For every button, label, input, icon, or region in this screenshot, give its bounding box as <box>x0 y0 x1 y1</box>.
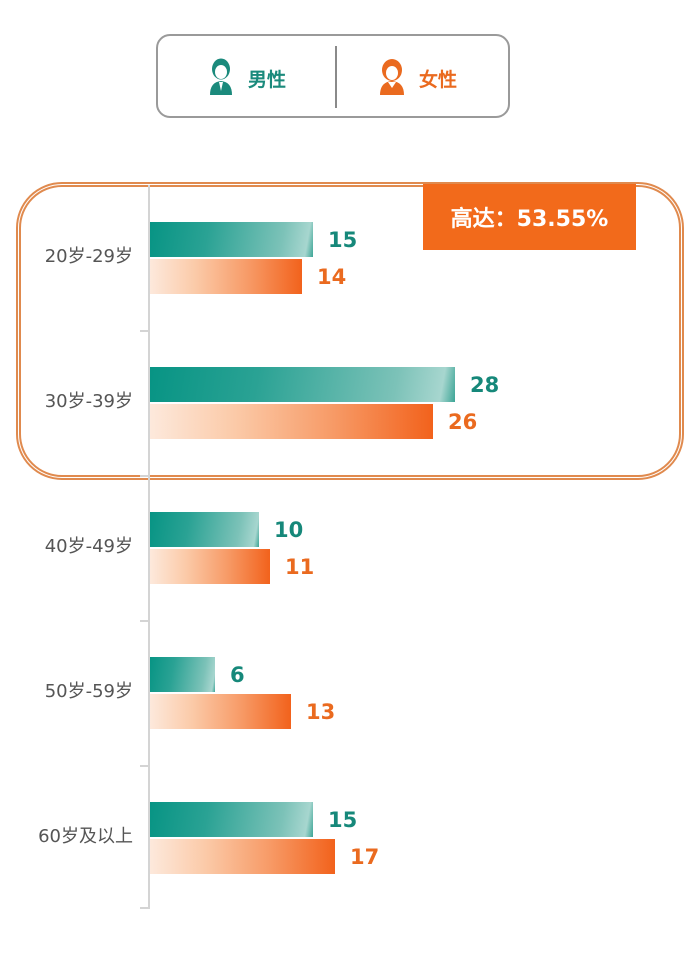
axis-tick <box>140 907 149 909</box>
bar-male <box>150 657 215 692</box>
y-axis <box>148 185 150 909</box>
axis-tick <box>140 765 149 767</box>
value-label-female: 13 <box>306 700 336 724</box>
axis-tick <box>140 620 149 622</box>
category-label: 40岁-49岁 <box>44 536 133 557</box>
value-label-female: 11 <box>285 555 315 579</box>
legend-item-female: 女性 <box>375 58 457 98</box>
female-user-icon <box>375 57 409 99</box>
highlight-box <box>16 182 684 480</box>
male-user-icon <box>204 57 238 99</box>
bar-male <box>150 222 313 257</box>
legend-divider <box>335 46 337 108</box>
value-label-male: 6 <box>230 663 245 687</box>
bar-male <box>150 367 455 402</box>
bar-female <box>150 259 302 294</box>
value-label-male: 15 <box>328 228 358 252</box>
category-label: 20岁-29岁 <box>44 246 133 267</box>
bar-female <box>150 549 270 584</box>
category-label: 30岁-39岁 <box>44 391 133 412</box>
bar-female <box>150 404 433 439</box>
highlight-badge: 高达：53.55% <box>423 184 636 250</box>
bar-male <box>150 802 313 837</box>
value-label-male: 15 <box>328 808 358 832</box>
value-label-male: 28 <box>470 373 500 397</box>
bar-female <box>150 694 291 729</box>
legend-label-female: 女性 <box>419 68 458 91</box>
legend-item-male: 男性 <box>204 58 286 98</box>
axis-tick <box>140 330 149 332</box>
legend: 男性 女性 <box>156 34 510 118</box>
category-label: 50岁-59岁 <box>44 681 133 702</box>
value-label-female: 26 <box>448 410 478 434</box>
axis-tick <box>140 475 149 477</box>
bar-male <box>150 512 259 547</box>
value-label-male: 10 <box>274 518 304 542</box>
category-label: 60岁及以上 <box>38 826 133 847</box>
bar-female <box>150 839 335 874</box>
value-label-female: 14 <box>317 265 347 289</box>
legend-label-male: 男性 <box>248 68 287 91</box>
value-label-female: 17 <box>350 845 380 869</box>
